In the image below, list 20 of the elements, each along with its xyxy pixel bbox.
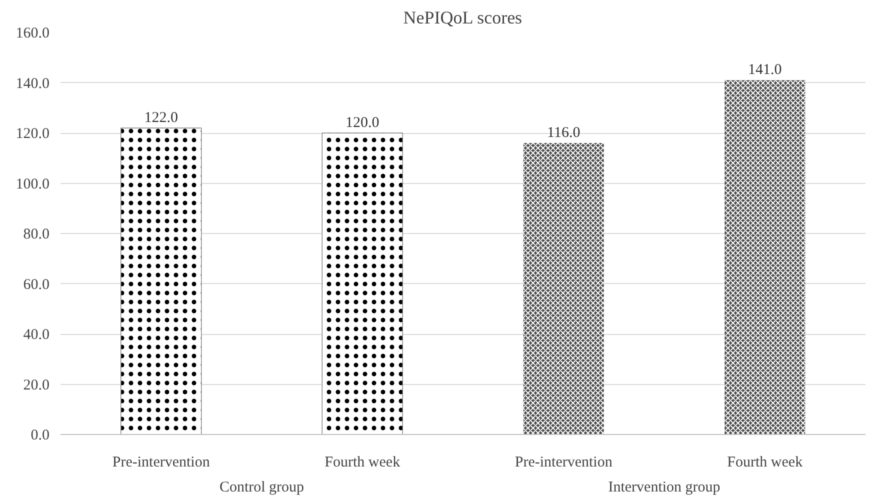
y-tick-label: 140.0	[16, 76, 50, 92]
x-tick-label: Pre-intervention	[514, 454, 613, 470]
y-tick-label: 0.0	[30, 428, 50, 444]
data-label: 120.0	[346, 115, 380, 131]
y-tick-label: 100.0	[16, 176, 50, 192]
chart-title: NePIQoL scores	[403, 8, 522, 28]
data-label: 141.0	[748, 62, 782, 78]
text: Control group	[219, 480, 304, 496]
y-tick-label: 160.0	[16, 26, 50, 42]
y-tick-label: 80.0	[23, 226, 50, 242]
x-tick-label: Pre-intervention	[112, 454, 210, 470]
data-label: 116.0	[547, 125, 580, 142]
y-tick-label: 60.0	[23, 276, 50, 293]
data-label: 122.0	[144, 110, 178, 126]
x-tick-label: Fourth week	[324, 454, 401, 470]
y-tick-label: 20.0	[23, 377, 50, 394]
y-tick-label: 40.0	[23, 327, 50, 343]
text: Intervention group	[608, 480, 720, 496]
y-tick-label: 120.0	[16, 126, 50, 142]
x-tick-label: Fourth week	[727, 454, 804, 470]
